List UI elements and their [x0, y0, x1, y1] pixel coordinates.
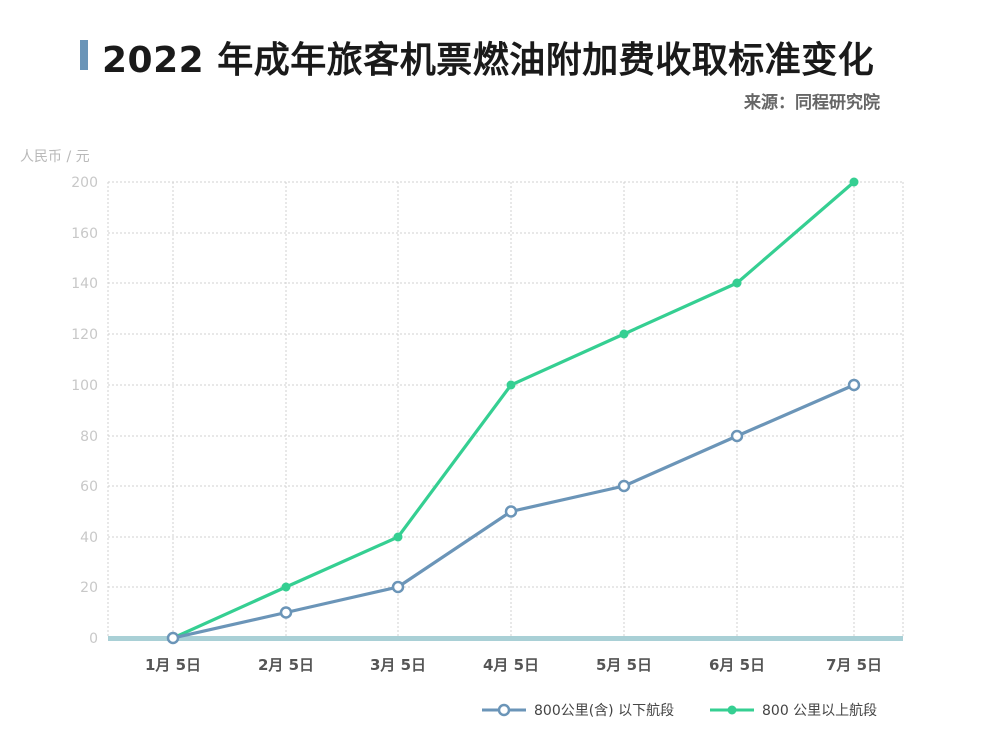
data-point-low [847, 378, 861, 392]
source-note: 来源：同程研究院 [744, 93, 880, 113]
data-point-high [506, 380, 516, 390]
chart-title: 2022 年成年旅客机票燃油附加费收取标准变化 [102, 40, 875, 81]
x-tick-label: 3月 5日 [370, 656, 426, 674]
legend-marker-filled-icon [710, 705, 754, 715]
data-point-low [504, 505, 518, 518]
x-tick-label: 4月 5日 [483, 656, 539, 674]
data-point-high [619, 329, 629, 339]
grid [107, 181, 904, 641]
legend-item-high: 800 公里以上航段 [710, 700, 877, 720]
legend-label-low: 800公里(含) 以下航段 [534, 703, 675, 719]
data-point-low [166, 631, 180, 645]
y-tick-label: 80 [80, 429, 98, 445]
legend-item-low: 800公里(含) 以下航段 [482, 700, 674, 720]
y-tick-label: 140 [71, 276, 98, 292]
y-tick-label: 60 [80, 479, 98, 495]
y-axis-unit-label: 人民币 / 元 [20, 149, 90, 165]
data-point-high [732, 278, 742, 288]
data-point-high [849, 177, 859, 187]
y-tick-label: 0 [89, 631, 98, 647]
y-tick-label: 40 [80, 530, 98, 546]
data-point-low [730, 429, 744, 443]
series-group [166, 177, 861, 645]
y-tick-label: 100 [71, 378, 98, 394]
y-tick-label: 160 [71, 226, 98, 242]
x-axis-ticks: 1月 5日 2月 5日 3月 5日 4月 5日 5月 5日 6月 5日 7月 5日 [145, 656, 882, 674]
x-tick-label: 7月 5日 [826, 656, 882, 674]
data-point-high [281, 582, 291, 592]
data-point-low [279, 606, 293, 619]
series-line-high [171, 180, 856, 640]
x-tick-label: 5月 5日 [596, 656, 652, 674]
title-accent-bar [80, 40, 88, 70]
legend-label-high: 800 公里以上航段 [762, 703, 878, 719]
y-tick-label: 20 [80, 580, 98, 596]
data-point-low [391, 580, 405, 594]
x-tick-label: 6月 5日 [709, 656, 765, 674]
x-tick-label: 2月 5日 [258, 656, 314, 674]
data-point-high [393, 532, 403, 542]
x-axis-baseline [108, 636, 903, 641]
x-tick-label: 1月 5日 [145, 656, 201, 674]
legend-marker-hollow-icon [482, 703, 526, 717]
y-axis-ticks: 0 20 40 60 80 100 120 140 160 200 [71, 175, 98, 647]
y-tick-label: 200 [71, 175, 98, 191]
y-tick-label: 120 [71, 327, 98, 343]
data-point-low [617, 479, 631, 493]
